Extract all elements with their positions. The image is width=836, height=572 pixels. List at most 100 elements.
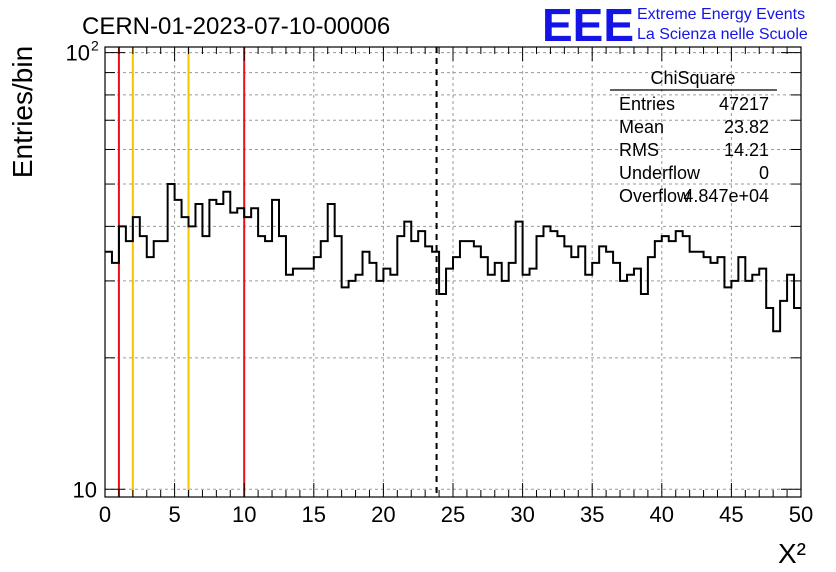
histogram-bin [509,263,516,497]
histogram-bin [578,246,585,497]
histogram-bin [195,204,202,497]
histogram-bin [279,236,286,497]
stats-label-entries: Entries [619,94,675,114]
histogram-bin [453,257,460,497]
histogram-bin [773,331,780,497]
x-tick-label: 15 [302,502,326,527]
histogram-bin [787,275,794,497]
histogram-bin [620,281,627,497]
x-tick-label: 30 [510,502,534,527]
stats-label-underflow: Underflow [619,163,701,183]
histogram-bin [537,236,544,497]
y-tick-label: 10 2 [66,38,99,66]
histogram-bin [112,263,119,497]
histogram-bin [154,241,161,497]
histogram-bin [383,269,390,497]
x-tick-label: 25 [441,502,465,527]
histogram-bin [314,257,321,497]
histogram-bin [655,241,662,497]
x-tick-labels: 0 5 10 15 20 25 30 35 40 45 50 [99,502,813,527]
histogram-bin [182,217,189,497]
histogram-bin [244,217,251,497]
histogram-bin [356,275,363,497]
histogram-bin [404,222,411,497]
histogram-bin [759,269,766,497]
histogram-bin [342,287,349,497]
histogram-bin [745,281,752,497]
histogram-bin [662,236,669,497]
histogram-bin [418,231,425,497]
histogram-bin [230,213,237,497]
stats-value-entries: 47217 [719,94,769,114]
histogram-bin [321,241,328,497]
histogram-bin [237,208,244,497]
histogram-bin [711,263,718,497]
x-tick-label: 5 [168,502,180,527]
histogram-bin [599,246,606,497]
histogram-bin [502,281,509,497]
histogram-bin [133,217,140,497]
histogram-bin [126,241,133,497]
stats-box: ChiSquare Entries 47217 Mean 23.82 RMS 1… [610,68,777,206]
axis-ticks [104,47,802,497]
histogram-bin [293,269,300,497]
histogram-bin [606,252,613,497]
histogram-bin [613,263,620,497]
histogram-bin [272,200,279,497]
histogram-bin [474,246,481,497]
histogram-bin [425,246,432,497]
y-tick-labels: 10 210 [66,38,99,503]
stats-label-mean: Mean [619,117,664,137]
histogram-bin [557,236,564,497]
y-tick-label-base: 10 [66,41,90,66]
histogram-bin [467,241,474,497]
histogram-bin [495,263,502,497]
histogram-bin [752,275,759,497]
histogram-bin [543,226,550,497]
histogram-bin [488,275,495,497]
org-name-line1: Extreme Energy Events [637,6,805,23]
histogram-bin [724,287,731,497]
histogram-bin [627,275,634,497]
histogram-bin [648,257,655,497]
histogram-bin [697,252,704,497]
histogram-bin [258,236,265,497]
histogram-bin [376,281,383,497]
histogram-bin [349,281,356,497]
x-tick-label: 40 [650,502,674,527]
histogram-bin [738,257,745,497]
histogram-bin [523,275,530,497]
histogram-bin [265,241,272,497]
histogram-bin [780,301,787,497]
histogram-bin [300,269,307,497]
histogram-bin [390,275,397,497]
histogram-series [105,183,801,497]
x-tick-label: 45 [719,502,743,527]
histogram-bin [516,222,523,497]
stats-title: ChiSquare [650,68,735,88]
org-name-line2: La Scienza nelle Scuole [637,26,808,43]
histogram-bin [251,208,258,497]
y-axis-title: Entries/bin [7,46,38,178]
histogram-bin [460,241,467,497]
histogram-line [105,183,801,333]
histogram-bin [140,236,147,497]
x-tick-label: 35 [580,502,604,527]
histogram-bin [439,294,446,497]
histogram-bin [307,269,314,497]
x-axis-title: X² [778,538,806,569]
histogram-bin [704,257,711,497]
histogram-bin [446,269,453,497]
x-tick-label: 20 [371,502,395,527]
eee-logo: EEE [542,0,634,51]
stats-label-rms: RMS [619,140,659,160]
histogram-bin [168,184,175,497]
histogram-bin [286,275,293,497]
stats-value-rms: 14.21 [724,140,769,160]
histogram-bin [411,241,418,497]
histogram-bin [564,246,571,497]
histogram-bin [105,252,112,497]
histogram-bin [481,257,488,497]
stats-label-overflow: Overflow [619,186,691,206]
histogram-bin [397,236,404,497]
